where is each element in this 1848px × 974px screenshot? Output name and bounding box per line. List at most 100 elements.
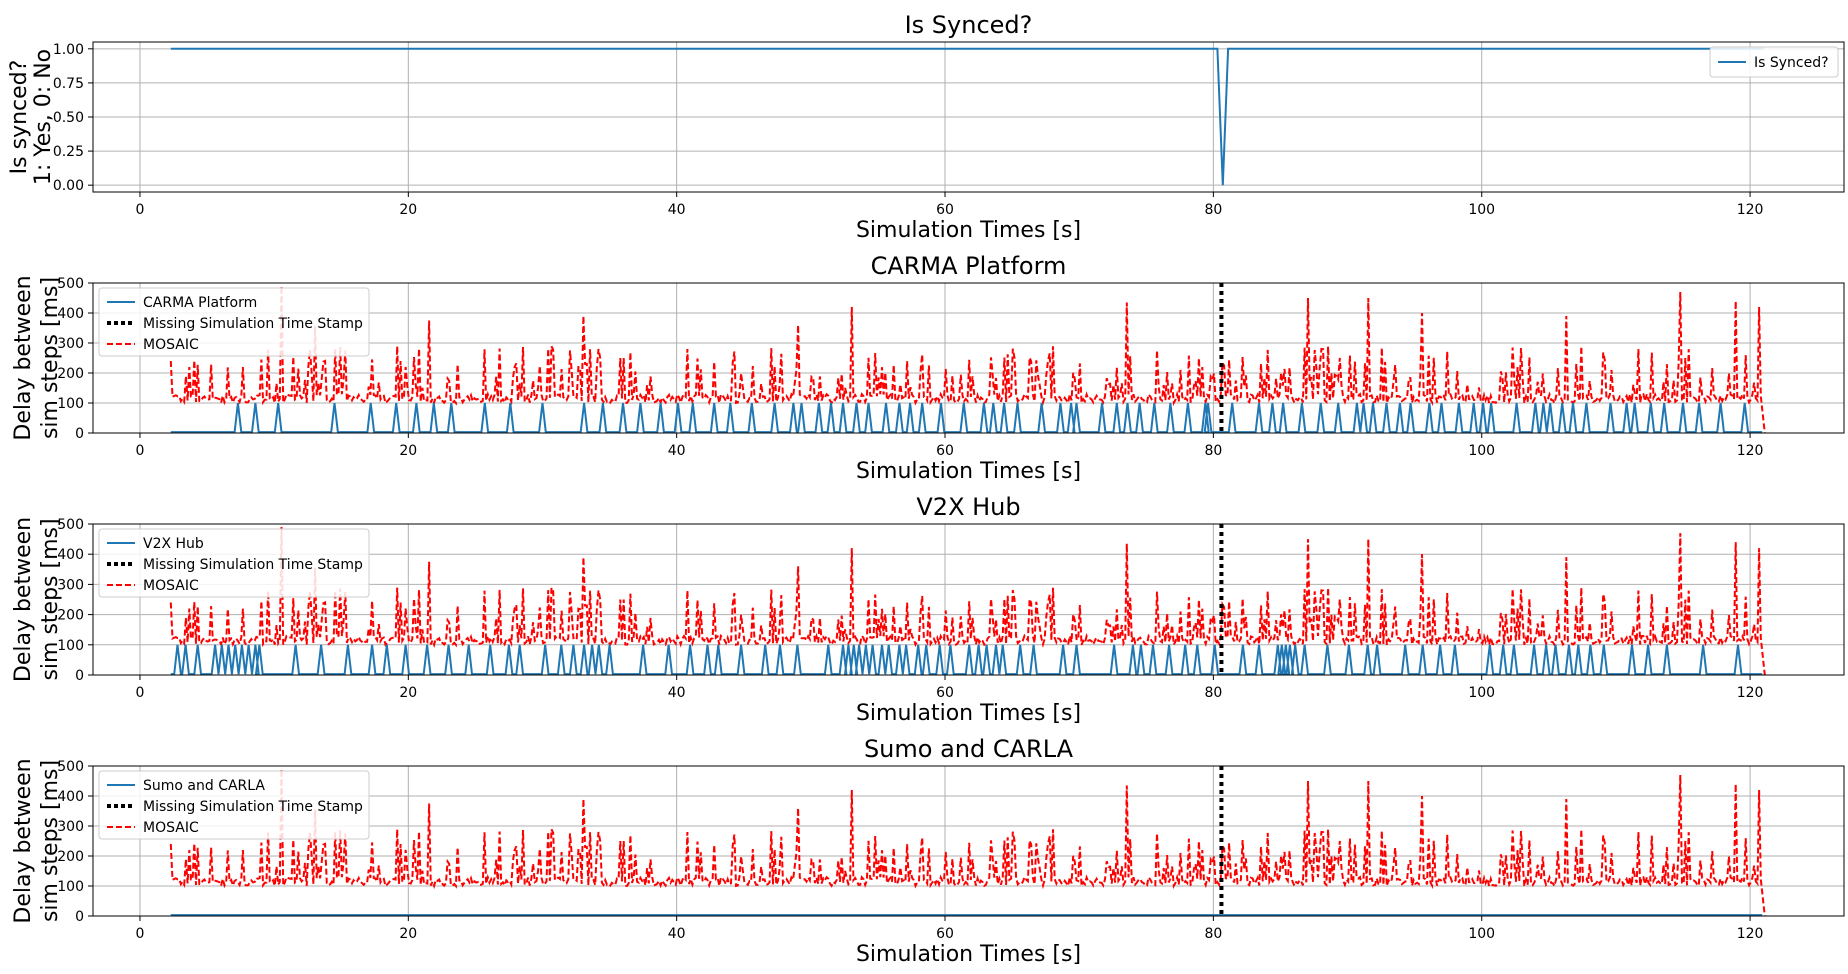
y-axis-label-line-2: sim steps [ms]: [38, 760, 63, 922]
y-tick-label-0: 0: [75, 668, 84, 684]
y-axis-label-line-1: Delay between: [11, 275, 36, 440]
legend: Sumo and CARLA Missing Simulation Time St…: [98, 770, 370, 840]
series-line-mosaic: [169, 526, 1766, 675]
y-tick-label-3: 300: [57, 336, 84, 352]
y-tick-label-4: 1.00: [53, 42, 84, 58]
legend-label-1: Sumo and CARLA: [143, 778, 265, 794]
x-tick-label-2: 40: [668, 926, 686, 942]
y-tick-label-0: 0.00: [53, 178, 84, 194]
x-tick-label-6: 120: [1737, 685, 1764, 701]
y-tick-label-1: 100: [57, 879, 84, 895]
x-tick-label-0: 0: [136, 443, 145, 459]
x-axis-label: Simulation Times [s]: [856, 701, 1081, 726]
plot-area: [169, 524, 1766, 675]
x-axis-label: Simulation Times [s]: [856, 459, 1081, 484]
y-tick-label-0: 0: [75, 426, 84, 442]
y-tick-label-1: 100: [57, 638, 84, 654]
x-tick-label-1: 20: [399, 443, 417, 459]
y-tick-label-4: 400: [57, 306, 84, 322]
series-line-v2x-hub: [170, 644, 1763, 675]
x-tick-label-0: 0: [136, 685, 145, 701]
x-tick-label-5: 100: [1468, 202, 1495, 218]
x-tick-label-1: 20: [399, 926, 417, 942]
y-axis-label-line-1: Is synced?: [7, 60, 32, 175]
x-tick-label-4: 80: [1204, 926, 1222, 942]
x-axis-label: Simulation Times [s]: [856, 218, 1081, 243]
y-axis-label-line-2: sim steps [ms]: [38, 277, 63, 439]
legend-label-1: CARMA Platform: [143, 295, 257, 311]
legend: CARMA Platform Missing Simulation Time St…: [98, 287, 370, 357]
legend: V2X Hub Missing Simulation Time Stamp MOSA…: [98, 528, 370, 598]
legend-box: [98, 287, 370, 357]
y-tick-label-5: 500: [57, 517, 84, 533]
x-tick-label-6: 120: [1737, 202, 1764, 218]
axes-frame: [92, 282, 1845, 434]
plot-area: [169, 283, 1766, 433]
plot-area: [170, 47, 1764, 186]
y-tick-label-3: 0.75: [53, 76, 84, 92]
y-tick-label-1: 100: [57, 396, 84, 412]
subplot-title: CARMA Platform: [871, 252, 1067, 280]
x-tick-label-0: 0: [136, 926, 145, 942]
x-tick-label-4: 80: [1204, 443, 1222, 459]
x-tick-label-6: 120: [1737, 443, 1764, 459]
legend-label-2: Missing Simulation Time Stamp: [143, 557, 363, 573]
x-tick-label-2: 40: [668, 202, 686, 218]
subplot-3: 0 20 40 60 80 100 120 0 100 200 300 400 500 V2X Hub Si…: [11, 493, 1845, 726]
subplot-4: 0 20 40 60 80 100 120 0 100 200 300 400 500 Sumo and …: [11, 735, 1845, 967]
y-axis-label-line-1: Delay between: [11, 517, 36, 682]
x-tick-label-3: 60: [936, 202, 954, 218]
legend-label-1: V2X Hub: [143, 536, 204, 552]
legend: Is Synced?: [1709, 46, 1839, 78]
x-tick-label-3: 60: [936, 926, 954, 942]
y-tick-label-2: 200: [57, 608, 84, 624]
subplot-title: Is Synced?: [905, 11, 1033, 39]
y-tick-label-3: 300: [57, 577, 84, 593]
y-axis-label-line-2: 1: Yes, 0: No: [31, 49, 56, 185]
y-axis-label-line-1: Delay between: [11, 758, 36, 923]
y-tick-label-5: 500: [57, 276, 84, 292]
axes-frame: [92, 41, 1845, 193]
x-tick-label-5: 100: [1468, 685, 1495, 701]
x-tick-label-2: 40: [668, 443, 686, 459]
x-tick-label-5: 100: [1468, 443, 1495, 459]
legend-label-3: MOSAIC: [143, 578, 199, 594]
series-line-is-synced: [170, 47, 1764, 186]
axes-frame: [92, 523, 1845, 676]
x-tick-label-3: 60: [936, 685, 954, 701]
legend-label-3: MOSAIC: [143, 337, 199, 353]
legend-label-3: MOSAIC: [143, 820, 199, 836]
y-tick-label-4: 400: [57, 547, 84, 563]
axes-frame: [92, 765, 1845, 917]
y-tick-label-5: 500: [57, 759, 84, 775]
y-tick-label-4: 400: [57, 789, 84, 805]
subplot-2: 0 20 40 60 80 100 120 0 100 200 300 400 500 CARMA Pla…: [11, 252, 1845, 484]
series-line-mosaic: [169, 285, 1766, 433]
legend-box: [98, 528, 370, 598]
subplot-1: 0 20 40 60 80 100 120 0.00 0.25 0.50 0.75 1.00 Is Sy…: [7, 11, 1845, 243]
y-tick-label-2: 200: [57, 849, 84, 865]
legend-box: [1709, 46, 1839, 78]
y-axis-label-line-2: sim steps [ms]: [38, 518, 63, 680]
y-tick-label-2: 0.50: [53, 110, 84, 126]
legend-label: Is Synced?: [1754, 55, 1829, 71]
y-tick-label-0: 0: [75, 909, 84, 925]
y-tick-label-1: 0.25: [53, 144, 84, 160]
x-tick-label-4: 80: [1204, 202, 1222, 218]
subplot-title: V2X Hub: [916, 493, 1020, 521]
y-tick-label-3: 300: [57, 819, 84, 835]
subplot-title: Sumo and CARLA: [864, 735, 1074, 763]
legend-label-2: Missing Simulation Time Stamp: [143, 316, 363, 332]
y-tick-label-2: 200: [57, 366, 84, 382]
legend-label-2: Missing Simulation Time Stamp: [143, 799, 363, 815]
x-tick-label-6: 120: [1737, 926, 1764, 942]
legend-box: [98, 770, 370, 840]
x-tick-label-3: 60: [936, 443, 954, 459]
x-tick-label-5: 100: [1468, 926, 1495, 942]
series-line-carma-platform: [170, 402, 1763, 433]
x-tick-label-4: 80: [1204, 685, 1222, 701]
x-tick-label-1: 20: [399, 685, 417, 701]
plot-area: [169, 766, 1766, 916]
x-tick-label-2: 40: [668, 685, 686, 701]
series-line-mosaic: [169, 768, 1766, 916]
